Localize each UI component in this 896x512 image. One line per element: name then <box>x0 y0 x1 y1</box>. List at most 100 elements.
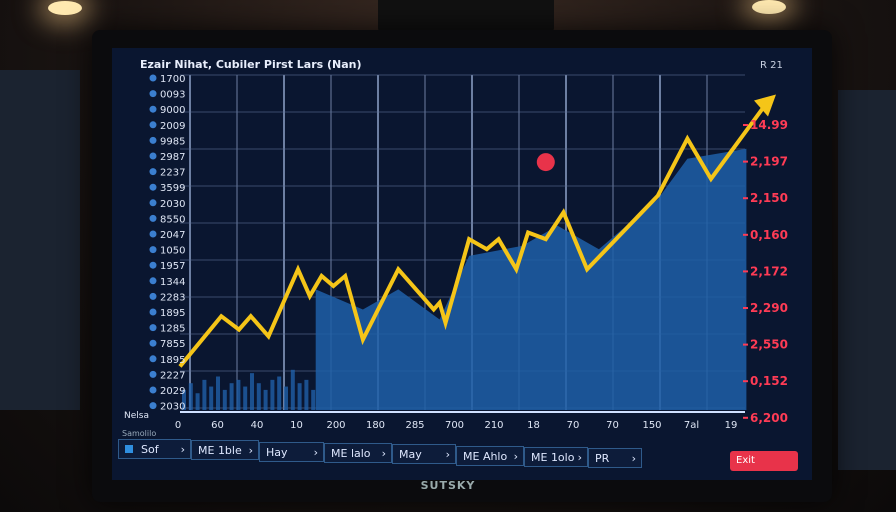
right-axis-label: 6,200 <box>750 411 788 425</box>
nav-button[interactable]: PR › <box>588 448 642 469</box>
x-tick-label: 150 <box>642 420 661 431</box>
nav-button-label: ME Ahlo <box>463 449 508 463</box>
bar <box>290 369 295 410</box>
bar <box>256 383 261 410</box>
bar <box>182 389 186 410</box>
left-axis-label: 2283 <box>160 292 185 303</box>
bar <box>216 376 220 410</box>
left-axis-label: 1895 <box>160 308 185 319</box>
legend-dot-icon <box>149 230 157 238</box>
legend-dot-icon <box>149 277 157 285</box>
chevron-right-icon: › <box>445 448 450 462</box>
chevron-right-icon: › <box>313 445 318 459</box>
legend-dot-icon <box>149 136 157 144</box>
left-axis-label: 1285 <box>160 324 185 335</box>
nav-button[interactable]: ME 1olo › <box>524 446 588 467</box>
legend-dot-icon <box>149 339 157 347</box>
legend-dot-icon <box>149 199 157 207</box>
x-tick-label: 180 <box>366 420 385 431</box>
square-icon <box>125 445 133 453</box>
nav-button[interactable]: ME Ahlo › <box>456 445 524 466</box>
left-axis-label: 1895 <box>160 355 185 366</box>
marker-dot <box>536 153 555 172</box>
bar <box>250 373 254 410</box>
arrow-head-icon <box>754 94 776 117</box>
legend-dot-icon <box>149 261 157 269</box>
left-axis-label: 2029 <box>160 386 185 397</box>
x-tick-label: 10 <box>290 420 303 431</box>
nav-button-label: Sof <box>141 443 159 456</box>
right-axis-label: 0,160 <box>750 228 788 242</box>
legend-dot-icon <box>149 308 157 316</box>
legend-dot-icon <box>149 90 157 98</box>
bar <box>229 383 234 410</box>
x-tick-label: 40 <box>251 420 264 431</box>
legend-dot-icon <box>149 246 157 254</box>
nav-button-label: PR <box>595 452 610 466</box>
left-axis-label: 2047 <box>160 230 185 241</box>
top-right-label: R 21 <box>760 60 783 71</box>
legend-dot-icon <box>149 292 157 300</box>
right-axis-label: 2,290 <box>750 301 788 315</box>
left-axis-label: 1700 <box>160 74 185 85</box>
nav-button-label: Hay <box>266 445 288 459</box>
nav-button-label: May <box>399 448 422 462</box>
left-axis-label: 3599 <box>160 183 185 194</box>
left-axis-label: 9985 <box>160 136 185 147</box>
legend-dot-icon <box>149 74 157 82</box>
bar <box>195 393 200 410</box>
left-axis-label: 1957 <box>160 261 185 272</box>
nav-button[interactable]: Hay › <box>259 441 324 462</box>
bar <box>304 379 309 410</box>
bar <box>263 389 268 410</box>
nav-button[interactable]: Sof › <box>118 439 191 459</box>
x-tick-label: 18 <box>527 420 540 431</box>
left-axis-label: 2030 <box>160 402 185 413</box>
left-axis-label: 8550 <box>160 214 185 225</box>
right-axis-label: 2,150 <box>750 191 788 205</box>
x-tick-label: 700 <box>445 420 464 431</box>
bar <box>277 376 282 410</box>
legend-dot-icon <box>149 355 157 363</box>
right-axis-label: 14.99 <box>750 118 788 132</box>
legend-dot-icon <box>149 152 157 160</box>
x-tick-label: 285 <box>405 420 424 431</box>
nav-button[interactable]: ME lalo › <box>324 442 392 463</box>
x-tick-label: 210 <box>484 420 503 431</box>
bar <box>222 389 227 410</box>
nav-button[interactable]: ME 1ble › <box>191 440 259 461</box>
bar <box>297 383 302 410</box>
nav-button-label: ME 1olo <box>531 450 575 464</box>
left-axis-label: 7855 <box>160 339 185 350</box>
chart-title: Ezair Nihat, Cubiler Pirst Lars (Nan) <box>140 58 362 71</box>
nav-button-label: ME lalo <box>331 446 371 460</box>
right-axis-label: 2,197 <box>750 155 788 169</box>
chevron-right-icon: › <box>631 452 636 466</box>
bar <box>243 386 248 410</box>
legend-dot-icon <box>149 168 157 176</box>
right-axis-label: 0,152 <box>750 374 788 388</box>
left-axis-label: 2987 <box>160 152 185 163</box>
x-tick-label: 60 <box>211 420 224 431</box>
monitor-brand: SUTSKY <box>420 479 476 492</box>
left-axis-label: 1050 <box>160 246 185 257</box>
bar <box>202 379 207 410</box>
nav-button[interactable]: May › <box>392 444 456 465</box>
chevron-right-icon: › <box>248 444 253 458</box>
bar <box>270 379 275 410</box>
legend-dot-icon <box>149 105 157 113</box>
ceiling-light <box>752 0 786 14</box>
line-series <box>178 97 772 368</box>
legend-dot-icon <box>149 183 157 191</box>
left-axis-label: 2009 <box>160 121 185 132</box>
chevron-right-icon: › <box>180 443 185 456</box>
x-tick-label: 19 <box>725 420 738 431</box>
x-tick-label: 70 <box>567 420 580 431</box>
bar <box>311 389 316 410</box>
chevron-right-icon: › <box>577 450 582 464</box>
exit-button[interactable]: Exit <box>730 451 798 471</box>
left-axis-label: 0093 <box>160 90 185 101</box>
legend-dot-icon <box>149 386 157 394</box>
left-footer-label: Nelsa <box>124 411 149 421</box>
